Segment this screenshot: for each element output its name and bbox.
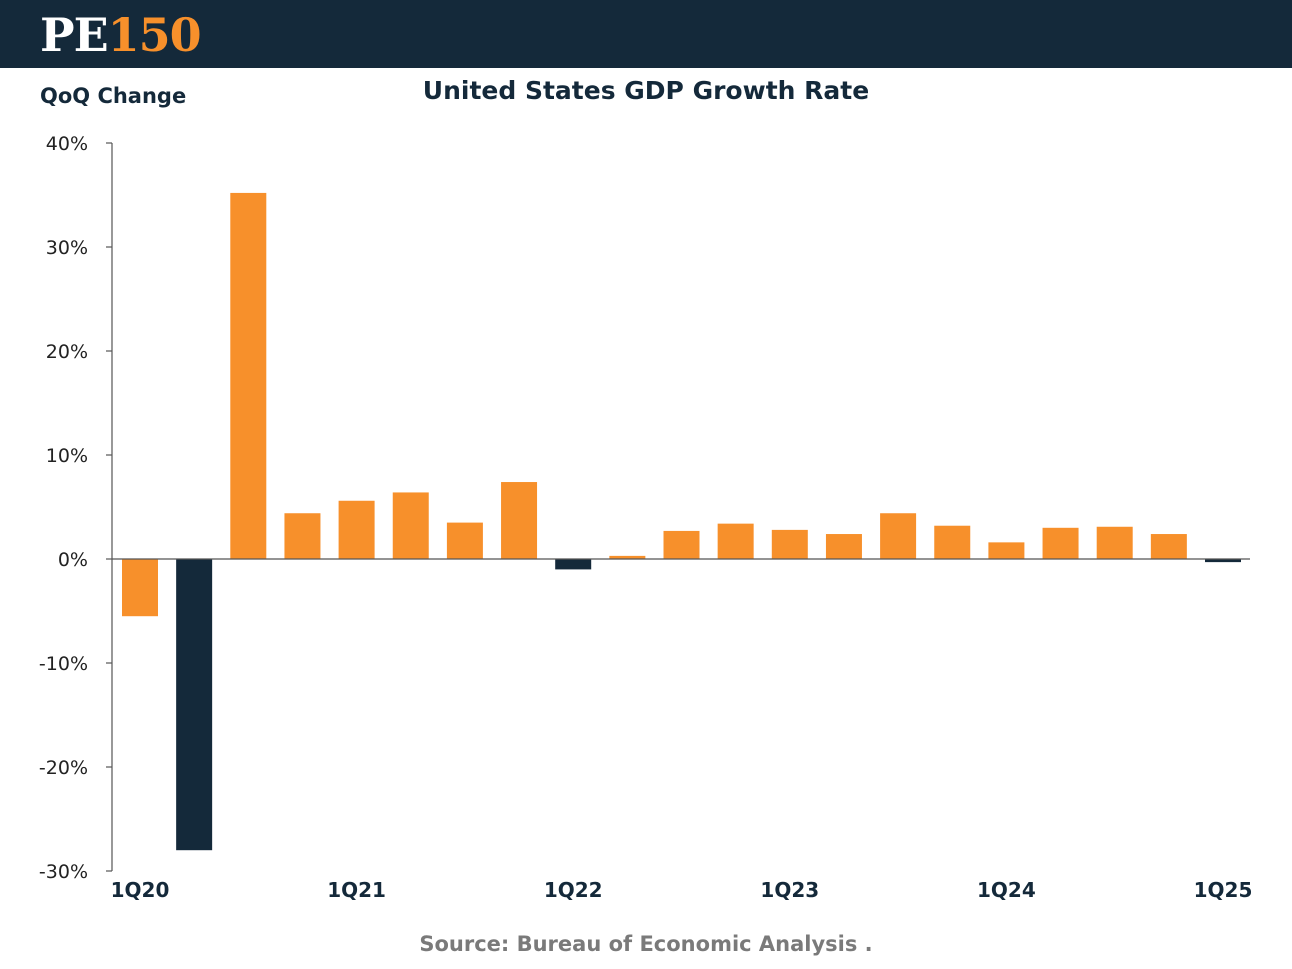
bar-2q20 (176, 559, 213, 851)
logo-pe: PE (40, 8, 109, 62)
bar-1q20 (122, 559, 158, 617)
y-tick-label: 30% (46, 237, 88, 259)
bar-4q21 (501, 482, 538, 559)
bar-4q24 (1150, 534, 1187, 559)
bar-3q24 (1096, 526, 1133, 559)
chart-title: United States GDP Growth Rate (422, 76, 870, 105)
pe150-logo: PE150 (40, 6, 202, 64)
x-tick-label: 1Q24 (977, 878, 1036, 902)
y-tick-label: -30% (39, 861, 88, 883)
y-tick-label: -10% (39, 653, 88, 675)
bar-2q22 (609, 555, 646, 559)
bar-2q23 (825, 534, 862, 559)
bar-1q22 (555, 559, 592, 570)
bar-3q22 (663, 530, 700, 559)
source-note: Source: Bureau of Economic Analysis . (419, 932, 873, 956)
y-tick-label: 40% (46, 133, 88, 155)
bar-2q21 (392, 492, 429, 559)
header-bar: PE150 (0, 0, 1292, 68)
x-tick-label: 1Q22 (544, 878, 603, 902)
y-tick-label: -20% (39, 757, 88, 779)
bar-4q20 (284, 513, 321, 559)
bar-3q20 (230, 192, 267, 560)
y-tick-label: 10% (46, 445, 88, 467)
x-tick-label: 1Q20 (111, 878, 170, 902)
y-axis-title: QoQ Change (40, 84, 187, 108)
bar-1q23 (771, 529, 808, 559)
x-tick-label: 1Q25 (1194, 878, 1253, 902)
bar-3q21 (446, 522, 483, 559)
x-tick-label: 1Q23 (760, 878, 819, 902)
bar-4q22 (717, 523, 754, 559)
bar-1q24 (988, 542, 1025, 559)
bar-1q25 (1205, 559, 1241, 563)
x-tick-label: 1Q21 (327, 878, 386, 902)
bar-3q23 (880, 513, 917, 559)
bar-4q23 (934, 525, 971, 559)
y-tick-label: 20% (46, 341, 88, 363)
y-tick-label: 0% (58, 549, 88, 571)
logo-number: 150 (107, 8, 202, 62)
bar-1q21 (338, 500, 375, 559)
bar-2q24 (1042, 527, 1079, 559)
